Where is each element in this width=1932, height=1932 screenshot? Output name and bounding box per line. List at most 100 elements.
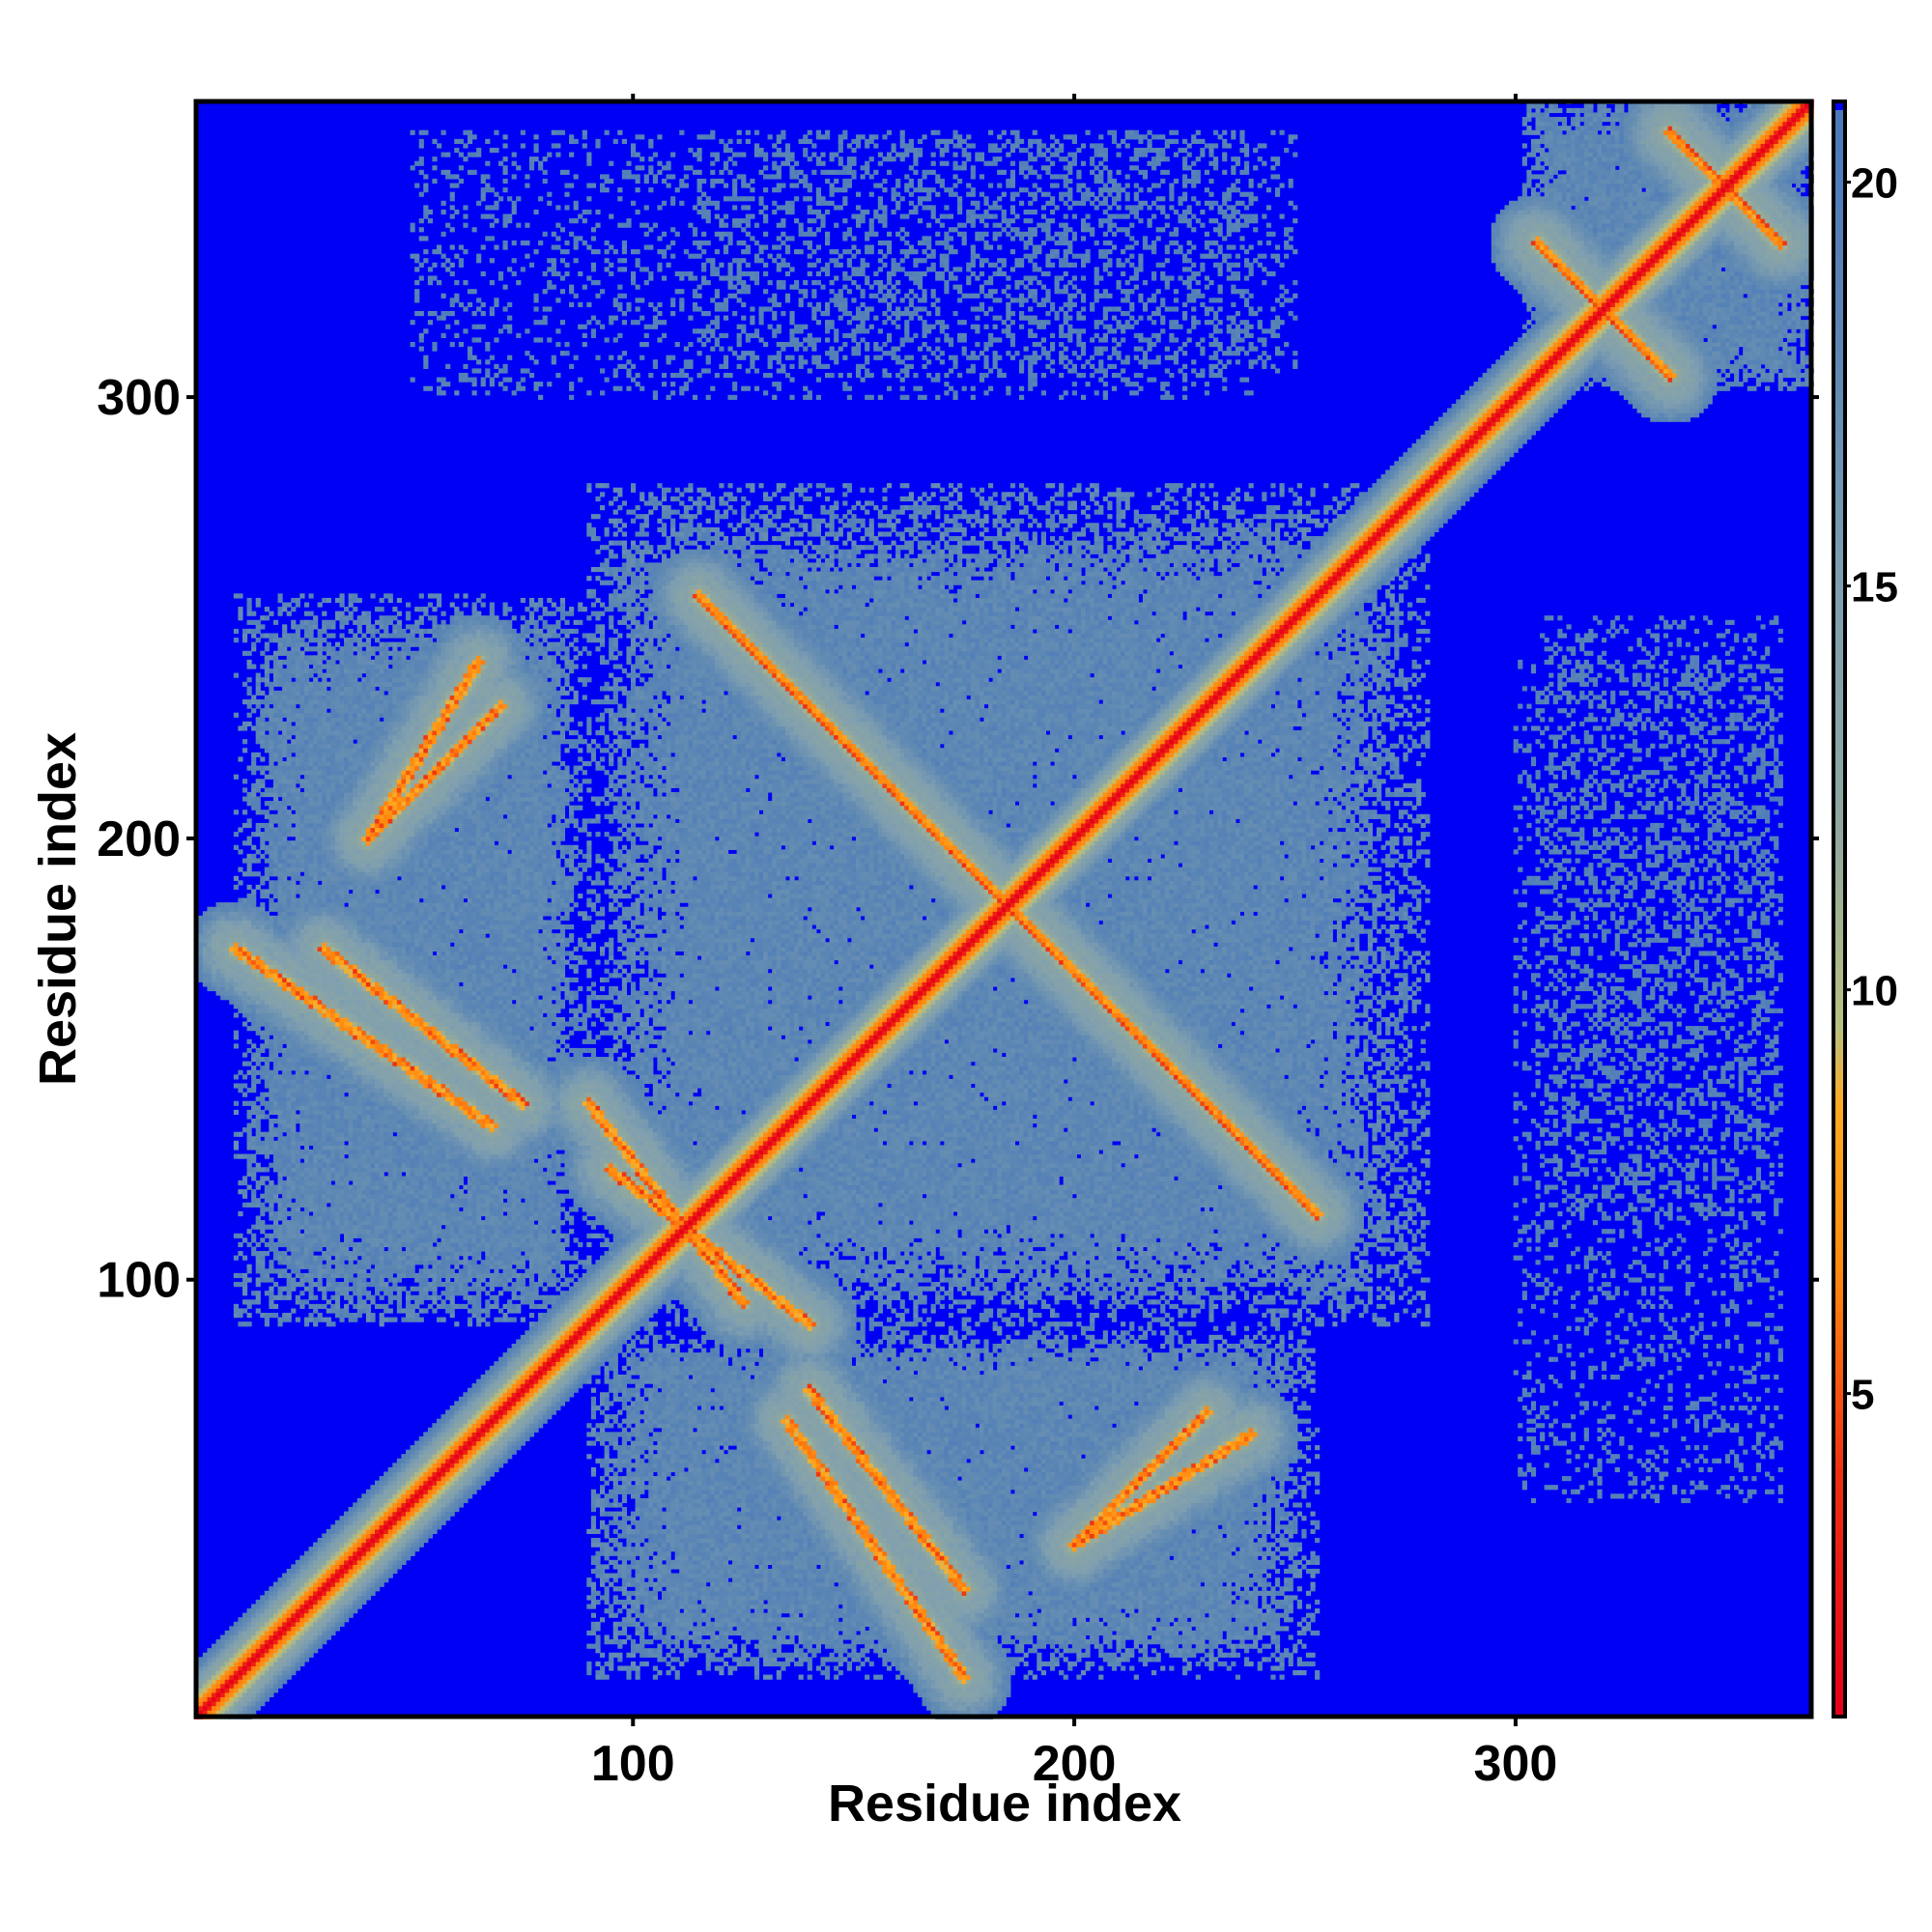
heatmap-cell: [962, 1688, 967, 1692]
heatmap-cell: [1019, 1617, 1024, 1622]
heatmap-cell: [1002, 1688, 1007, 1692]
heatmap-cell: [1236, 1613, 1240, 1618]
heatmap-cell: [772, 1657, 777, 1662]
heatmap-cell: [667, 1634, 671, 1639]
heatmap-cell: [988, 1591, 993, 1596]
heatmap-cell: [882, 1622, 887, 1627]
heatmap-cell: [662, 1595, 667, 1600]
heatmap-cell: [1169, 1605, 1174, 1609]
heatmap-cell: [988, 1608, 993, 1613]
heatmap-cell: [873, 1595, 878, 1600]
heatmap-cell: [983, 1631, 988, 1635]
heatmap-cell: [1280, 1613, 1285, 1618]
heatmap-cell: [1156, 1653, 1161, 1658]
heatmap-cell: [957, 1639, 962, 1644]
heatmap-cell: [825, 1591, 830, 1596]
heatmap-cell: [1072, 1600, 1077, 1605]
heatmap-cell: [993, 1644, 998, 1649]
heatmap-cell: [693, 1613, 697, 1618]
heatmap-cell: [653, 1600, 658, 1605]
heatmap-cell: [772, 1639, 777, 1644]
heatmap-cell: [1129, 1665, 1134, 1670]
heatmap-cell: [754, 1613, 759, 1618]
heatmap-cell: [595, 1670, 600, 1675]
heatmap-cell: [949, 1706, 953, 1711]
heatmap-cell: [1143, 1605, 1148, 1609]
heatmap-cell: [1151, 1639, 1156, 1644]
heatmap-cell: [256, 1675, 261, 1680]
heatmap-cell: [273, 1600, 278, 1605]
heatmap-cell: [207, 1688, 212, 1692]
heatmap-cell: [993, 1595, 998, 1600]
heatmap-cell: [1239, 1639, 1244, 1644]
heatmap-cell: [1055, 1648, 1060, 1653]
heatmap-cell: [926, 1679, 931, 1684]
heatmap-cell: [256, 1613, 261, 1618]
heatmap-cell: [980, 1653, 984, 1658]
heatmap-cell: [631, 1644, 636, 1649]
heatmap-cell: [278, 1662, 283, 1666]
heatmap-cell: [768, 1657, 773, 1662]
heatmap-cell: [322, 1626, 327, 1631]
heatmap-cell: [670, 1626, 675, 1631]
heatmap-cell: [1165, 1648, 1170, 1653]
heatmap-cell: [918, 1622, 923, 1627]
heatmap-cell: [878, 1653, 883, 1658]
heatmap-cell: [229, 1688, 234, 1692]
heatmap-cell: [229, 1679, 234, 1684]
heatmap-cell: [648, 1648, 653, 1653]
heatmap-cell: [238, 1639, 242, 1644]
heatmap-cell: [1002, 1670, 1007, 1675]
heatmap-cell: [1019, 1608, 1024, 1613]
heatmap-cell: [327, 1631, 331, 1635]
heatmap-cell: [247, 1644, 252, 1649]
heatmap-cell: [949, 1608, 953, 1613]
heatmap-cell: [851, 1605, 856, 1609]
heatmap-cell: [949, 1648, 953, 1653]
heatmap-cell: [1064, 1622, 1068, 1627]
heatmap-cell: [922, 1696, 926, 1701]
heatmap-cell: [1067, 1665, 1072, 1670]
heatmap-cell: [1218, 1605, 1223, 1609]
heatmap-cell: [873, 1644, 878, 1649]
heatmap-cell: [1121, 1605, 1125, 1609]
heatmap-cell: [980, 1631, 984, 1635]
heatmap-cell: [861, 1622, 866, 1627]
heatmap-cell: [605, 1634, 610, 1639]
heatmap-cell: [966, 1706, 971, 1711]
heatmap-cell: [741, 1617, 746, 1622]
heatmap-cell: [216, 1706, 221, 1711]
heatmap-cell: [909, 1662, 914, 1666]
heatmap-cell: [993, 1648, 998, 1653]
heatmap-cell: [781, 1600, 785, 1605]
heatmap-cell: [1112, 1591, 1117, 1596]
heatmap-cell: [198, 1688, 203, 1692]
heatmap-cell: [763, 1648, 768, 1653]
heatmap-cell: [265, 1692, 270, 1697]
heatmap-cell: [1125, 1617, 1130, 1622]
heatmap-cell: [878, 1617, 883, 1622]
heatmap-cell: [265, 1591, 270, 1596]
heatmap-cell: [931, 1648, 936, 1653]
heatmap-cell: [1208, 1657, 1213, 1662]
heatmap-cell: [1249, 1605, 1254, 1609]
heatmap-cell: [1094, 1605, 1099, 1609]
heatmap-cell: [1112, 1605, 1117, 1609]
heatmap-cell: [993, 1617, 998, 1622]
heatmap-cell: [1275, 1648, 1280, 1653]
heatmap-cell: [944, 1608, 949, 1613]
heatmap-cell: [842, 1631, 847, 1635]
heatmap-cell: [715, 1657, 720, 1662]
heatmap-cell: [1143, 1591, 1148, 1596]
heatmap-cell: [353, 1591, 357, 1596]
heatmap-cell: [299, 1662, 304, 1666]
heatmap-cell: [966, 1653, 971, 1658]
heatmap-cell: [993, 1684, 998, 1689]
heatmap-cell: [1107, 1631, 1112, 1635]
heatmap-cell: [935, 1617, 940, 1622]
heatmap-cell: [1297, 1657, 1302, 1662]
heatmap-cell: [935, 1644, 940, 1649]
heatmap-cell: [746, 1595, 751, 1600]
heatmap-cell: [688, 1613, 693, 1618]
heatmap-cell: [918, 1605, 923, 1609]
